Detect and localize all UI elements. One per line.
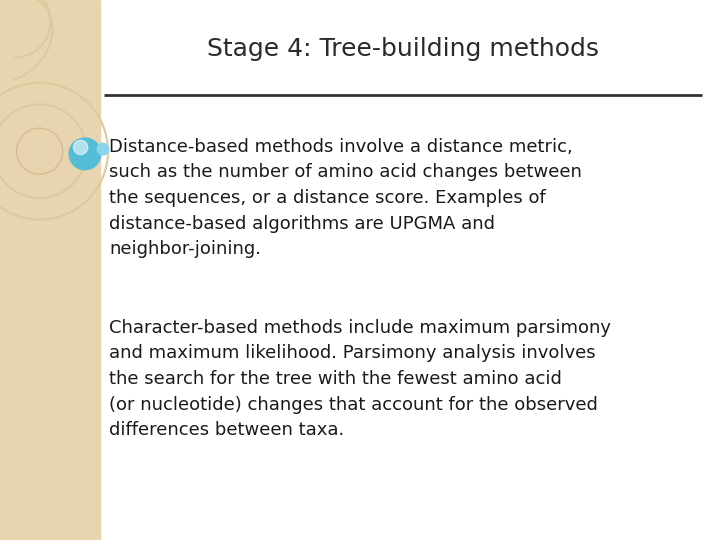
Text: Stage 4: Tree-building methods: Stage 4: Tree-building methods [207,37,599,60]
Bar [0,0,100,540]
Text: Character-based methods include maximum parsimony
and maximum likelihood. Parsim: Character-based methods include maximum … [109,319,611,440]
Ellipse shape [69,138,101,170]
Ellipse shape [73,140,88,154]
Text: Distance-based methods involve a distance metric,
such as the number of amino ac: Distance-based methods involve a distanc… [109,138,582,259]
Ellipse shape [97,143,109,155]
